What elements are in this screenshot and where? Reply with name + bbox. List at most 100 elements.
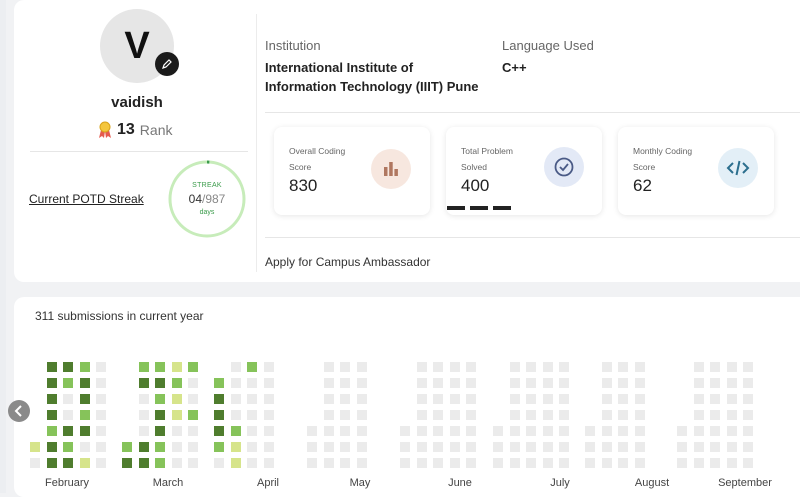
heatmap-cell[interactable] xyxy=(46,442,57,452)
heatmap-cell[interactable] xyxy=(743,426,753,436)
heatmap-cell[interactable] xyxy=(433,442,443,452)
heatmap-cell[interactable] xyxy=(693,362,704,372)
heatmap-cell[interactable] xyxy=(340,378,350,388)
heatmap-cell[interactable] xyxy=(155,394,165,404)
heatmap-cell[interactable] xyxy=(509,362,520,372)
heatmap-cell[interactable] xyxy=(618,362,628,372)
heatmap-prev-button[interactable] xyxy=(8,400,30,422)
heatmap-cell[interactable] xyxy=(449,442,460,452)
heatmap-cell[interactable] xyxy=(356,426,367,436)
heatmap-cell[interactable] xyxy=(340,394,350,404)
heatmap-cell[interactable] xyxy=(230,362,241,372)
heatmap-cell[interactable] xyxy=(559,410,569,420)
heatmap-cell[interactable] xyxy=(155,458,165,468)
heatmap-cell[interactable] xyxy=(138,442,149,452)
heatmap-cell[interactable] xyxy=(263,410,274,420)
heatmap-cell[interactable] xyxy=(416,442,427,452)
heatmap-cell[interactable] xyxy=(710,426,720,436)
heatmap-cell[interactable] xyxy=(138,410,149,420)
heatmap-cell[interactable] xyxy=(323,362,334,372)
heatmap-cell[interactable] xyxy=(46,426,57,436)
campus-ambassador-link[interactable]: Apply for Campus Ambassador xyxy=(265,255,431,269)
heatmap-cell[interactable] xyxy=(743,362,753,372)
heatmap-cell[interactable] xyxy=(79,442,90,452)
heatmap-cell[interactable] xyxy=(356,458,367,468)
heatmap-cell[interactable] xyxy=(247,410,257,420)
heatmap-cell[interactable] xyxy=(79,378,90,388)
heatmap-cell[interactable] xyxy=(171,458,182,468)
heatmap-cell[interactable] xyxy=(188,458,198,468)
heatmap-cell[interactable] xyxy=(230,410,241,420)
heatmap-cell[interactable] xyxy=(585,442,595,452)
heatmap-cell[interactable] xyxy=(493,458,503,468)
heatmap-cell[interactable] xyxy=(618,442,628,452)
heatmap-cell[interactable] xyxy=(743,442,753,452)
heatmap-cell[interactable] xyxy=(526,394,536,404)
heatmap-cell[interactable] xyxy=(63,378,73,388)
heatmap-cell[interactable] xyxy=(307,426,317,436)
heatmap-cell[interactable] xyxy=(155,410,165,420)
heatmap-cell[interactable] xyxy=(726,394,737,404)
heatmap-cell[interactable] xyxy=(542,378,553,388)
heatmap-cell[interactable] xyxy=(46,458,57,468)
heatmap-cell[interactable] xyxy=(601,442,612,452)
heatmap-cell[interactable] xyxy=(171,410,182,420)
heatmap-cell[interactable] xyxy=(171,442,182,452)
heatmap-cell[interactable] xyxy=(416,362,427,372)
heatmap-cell[interactable] xyxy=(634,410,645,420)
heatmap-cell[interactable] xyxy=(122,442,132,452)
heatmap-cell[interactable] xyxy=(559,394,569,404)
heatmap-cell[interactable] xyxy=(79,362,90,372)
heatmap-cell[interactable] xyxy=(323,458,334,468)
heatmap-cell[interactable] xyxy=(63,410,73,420)
heatmap-cell[interactable] xyxy=(171,394,182,404)
stat-card-coding-score[interactable]: Overall Coding Score 830 xyxy=(274,127,430,215)
heatmap-cell[interactable] xyxy=(340,458,350,468)
heatmap-cell[interactable] xyxy=(433,410,443,420)
heatmap-cell[interactable] xyxy=(400,458,410,468)
heatmap-cell[interactable] xyxy=(263,458,274,468)
heatmap-cell[interactable] xyxy=(400,426,410,436)
heatmap-cell[interactable] xyxy=(155,426,165,436)
heatmap-cell[interactable] xyxy=(263,426,274,436)
heatmap-cell[interactable] xyxy=(677,458,687,468)
heatmap-cell[interactable] xyxy=(466,442,476,452)
heatmap-cell[interactable] xyxy=(449,458,460,468)
heatmap-cell[interactable] xyxy=(559,442,569,452)
heatmap-cell[interactable] xyxy=(743,410,753,420)
heatmap-cell[interactable] xyxy=(693,378,704,388)
heatmap-cell[interactable] xyxy=(466,458,476,468)
heatmap-cell[interactable] xyxy=(559,426,569,436)
heatmap-cell[interactable] xyxy=(449,394,460,404)
heatmap-cell[interactable] xyxy=(138,458,149,468)
heatmap-cell[interactable] xyxy=(416,378,427,388)
heatmap-cell[interactable] xyxy=(230,442,241,452)
heatmap-cell[interactable] xyxy=(138,426,149,436)
heatmap-cell[interactable] xyxy=(618,458,628,468)
heatmap-cell[interactable] xyxy=(710,410,720,420)
heatmap-cell[interactable] xyxy=(618,410,628,420)
heatmap-cell[interactable] xyxy=(449,362,460,372)
heatmap-cell[interactable] xyxy=(323,426,334,436)
heatmap-cell[interactable] xyxy=(188,378,198,388)
heatmap-cell[interactable] xyxy=(634,442,645,452)
heatmap-cell[interactable] xyxy=(63,442,73,452)
heatmap-cell[interactable] xyxy=(634,378,645,388)
heatmap-cell[interactable] xyxy=(340,442,350,452)
heatmap-cell[interactable] xyxy=(726,410,737,420)
heatmap-cell[interactable] xyxy=(356,410,367,420)
heatmap-cell[interactable] xyxy=(263,378,274,388)
heatmap-cell[interactable] xyxy=(618,378,628,388)
heatmap-cell[interactable] xyxy=(356,442,367,452)
heatmap-cell[interactable] xyxy=(30,458,40,468)
heatmap-cell[interactable] xyxy=(677,442,687,452)
heatmap-cell[interactable] xyxy=(634,426,645,436)
heatmap-cell[interactable] xyxy=(263,362,274,372)
heatmap-cell[interactable] xyxy=(601,362,612,372)
heatmap-cell[interactable] xyxy=(493,426,503,436)
heatmap-cell[interactable] xyxy=(63,458,73,468)
heatmap-cell[interactable] xyxy=(433,426,443,436)
heatmap-cell[interactable] xyxy=(340,362,350,372)
heatmap-cell[interactable] xyxy=(559,458,569,468)
heatmap-cell[interactable] xyxy=(509,378,520,388)
